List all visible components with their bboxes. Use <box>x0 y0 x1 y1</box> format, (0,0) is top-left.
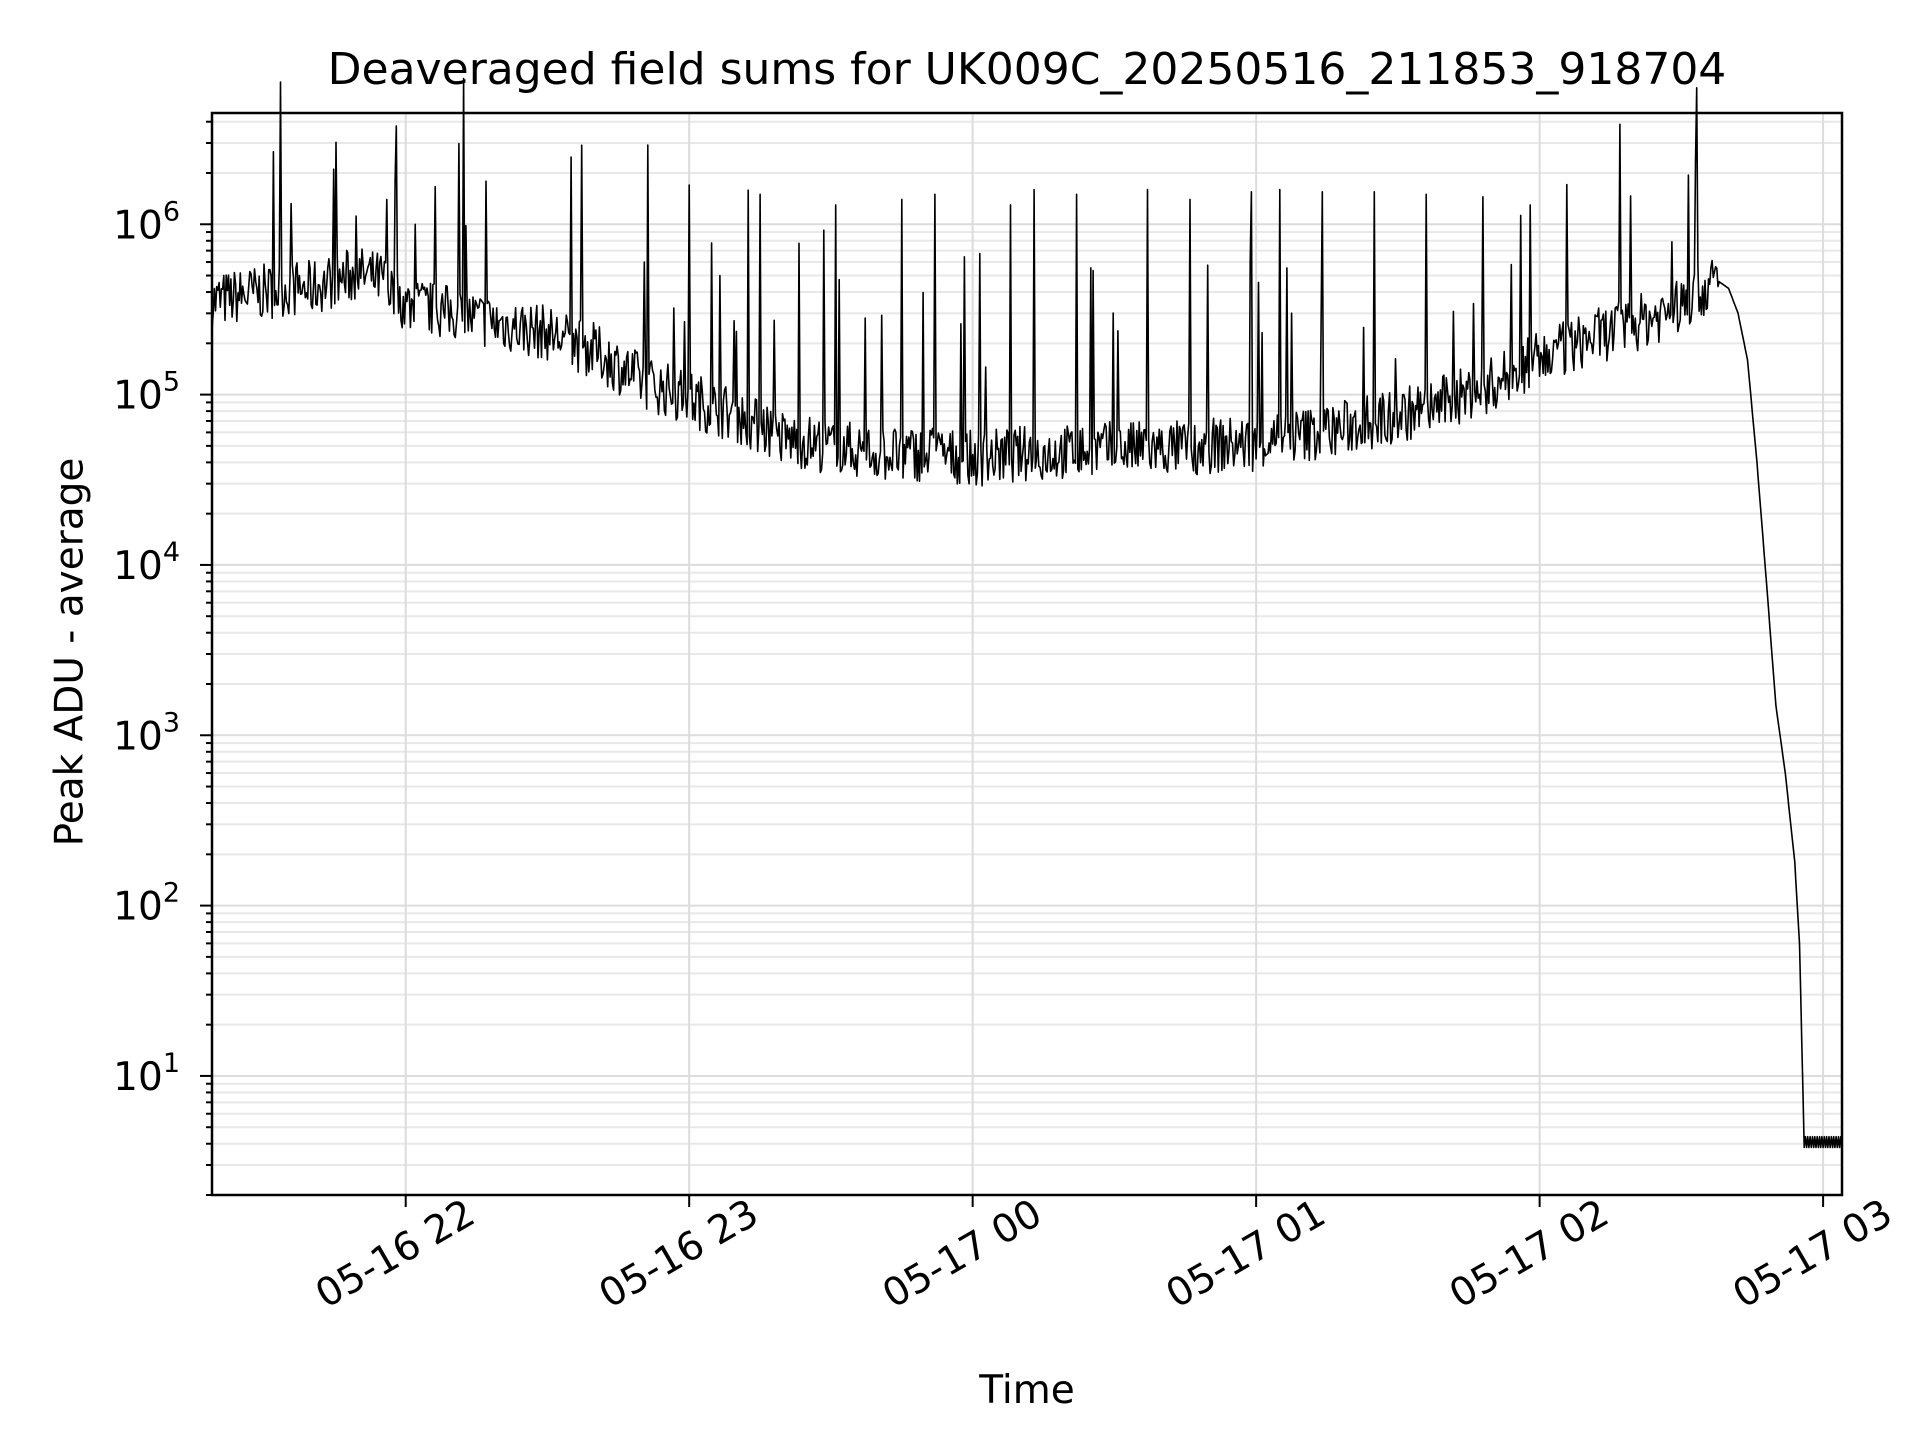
grid-lines <box>212 113 1842 1196</box>
y-tick-label: 104 <box>113 537 180 589</box>
y-tick-label: 103 <box>113 707 180 759</box>
y-axis: 101 102 103 104 105 106 <box>113 120 212 1196</box>
x-tick-label: 05-17 02 <box>1442 1191 1616 1318</box>
x-tick-label: 05-17 01 <box>1159 1191 1333 1318</box>
series-line <box>211 77 1843 1149</box>
x-tick-label: 05-17 03 <box>1726 1191 1900 1318</box>
x-axis-label: Time <box>979 1368 1075 1413</box>
x-tick-label: 05-17 00 <box>875 1191 1049 1318</box>
y-tick-label: 102 <box>113 878 180 930</box>
chart-title: Deaveraged field sums for UK009C_2025051… <box>327 44 1727 95</box>
x-axis: 05-16 22 05-16 23 05-17 00 05-17 01 05-17 02… <box>308 1191 1900 1318</box>
y-axis-label: Peak ADU - average <box>47 457 93 847</box>
y-tick-label: 106 <box>113 196 180 248</box>
x-tick-label: 05-16 23 <box>592 1191 766 1318</box>
x-tick-label: 05-16 22 <box>308 1191 482 1318</box>
y-tick-label: 105 <box>113 367 180 419</box>
y-tick-label: 101 <box>113 1048 180 1100</box>
